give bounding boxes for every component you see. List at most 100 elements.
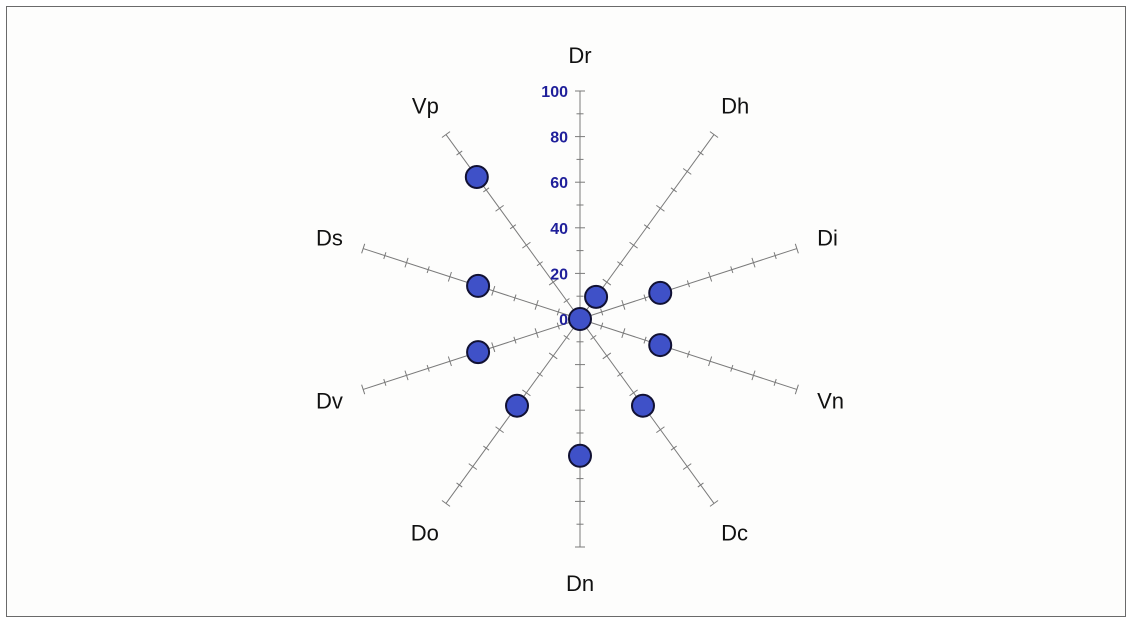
tick-mark (361, 384, 366, 395)
tick-mark (383, 252, 387, 260)
tick-mark (643, 336, 647, 344)
tick-mark (621, 299, 626, 310)
tick-mark (383, 378, 387, 386)
tick-mark (629, 241, 638, 249)
axis-label-ds: Ds (316, 225, 343, 250)
data-point-ds (466, 273, 491, 298)
tick-mark (590, 334, 597, 340)
data-point-dr (568, 307, 592, 331)
tick-mark (709, 500, 719, 507)
axis-label-di: Di (817, 225, 838, 250)
tick-mark (447, 356, 452, 367)
axis-label-dc: Dc (721, 521, 748, 546)
tick-mark (556, 308, 560, 316)
tick-mark (794, 243, 799, 254)
tick-mark (509, 224, 517, 230)
tick-mark (656, 204, 665, 212)
tick-mark (697, 150, 704, 156)
tick-mark (534, 299, 539, 310)
data-point-dc (630, 393, 655, 418)
tick-mark (536, 371, 543, 377)
data-point-dv (466, 340, 491, 365)
tick-mark (773, 252, 777, 260)
tick-mark (682, 168, 692, 175)
axis-label-vn: Vn (817, 389, 844, 414)
axis-label-dh: Dh (721, 93, 749, 118)
tick-mark (730, 266, 734, 274)
tick-mark (708, 271, 713, 282)
data-point-dn (568, 443, 592, 468)
axis-label-dn: Dn (566, 571, 594, 596)
data-point-vn (648, 333, 673, 358)
tick-mark (495, 426, 504, 434)
tick-mark (643, 224, 651, 230)
tick-mark (548, 278, 558, 286)
tick-label-20: 20 (550, 266, 568, 283)
tick-mark (730, 364, 734, 372)
axis-labels-group: Dr Dh Di Vn Dc Dn Do Dv Ds Vp (316, 43, 844, 596)
tick-mark (468, 463, 478, 470)
tick-mark (600, 322, 604, 330)
chart-frame: Dr Dh Di Vn Dc Dn Do Dv Ds Vp 0 20 40 60 80 100 (6, 6, 1126, 617)
tick-mark (548, 352, 558, 360)
tick-mark (522, 241, 531, 249)
tick-mark (629, 389, 638, 397)
tick-mark (656, 426, 665, 434)
tick-mark (563, 334, 570, 340)
tick-mark (600, 308, 604, 316)
radar-chart: Dr Dh Di Vn Dc Dn Do Dv Ds Vp 0 20 40 60 80 100 (316, 43, 844, 596)
data-points-group (464, 164, 673, 468)
tick-mark (483, 445, 490, 451)
tick-mark (495, 204, 504, 212)
tick-label-0: 0 (559, 312, 568, 329)
tick-mark (513, 294, 517, 302)
tick-mark (456, 150, 463, 156)
tick-mark (643, 294, 647, 302)
tick-mark (751, 370, 756, 381)
tick-mark (426, 364, 430, 372)
tick-labels-group: 0 20 40 60 80 100 (541, 84, 568, 329)
tick-mark (686, 280, 690, 288)
tick-mark (617, 261, 624, 267)
tick-mark (563, 298, 570, 304)
tick-mark (794, 384, 799, 395)
tick-mark (361, 243, 366, 254)
axis-label-vp: Vp (412, 93, 439, 118)
tick-mark (536, 261, 543, 267)
tick-mark (686, 350, 690, 358)
tick-mark (426, 266, 430, 274)
tick-mark (491, 285, 496, 296)
tick-mark (456, 482, 463, 488)
tick-mark (682, 463, 692, 470)
tick-mark (491, 342, 496, 353)
axis-label-dv: Dv (316, 389, 343, 414)
tick-mark (441, 131, 451, 138)
tick-mark (670, 187, 677, 193)
data-point-vp (464, 164, 489, 189)
tick-mark (441, 500, 451, 507)
tick-mark (617, 371, 624, 377)
tick-mark (556, 322, 560, 330)
tick-label-60: 60 (550, 175, 568, 192)
tick-mark (708, 356, 713, 367)
tick-mark (404, 370, 409, 381)
tick-mark (602, 352, 612, 360)
tick-mark (522, 389, 531, 397)
axis-label-dr: Dr (568, 43, 591, 68)
tick-mark (751, 257, 756, 268)
data-point-do (505, 393, 530, 418)
tick-mark (709, 131, 719, 138)
tick-label-100: 100 (541, 84, 568, 101)
tick-mark (621, 328, 626, 339)
tick-mark (447, 271, 452, 282)
tick-mark (602, 278, 612, 286)
data-point-dh (584, 284, 609, 309)
axis-label-do: Do (411, 521, 439, 546)
tick-label-80: 80 (550, 130, 568, 147)
tick-label-40: 40 (550, 221, 568, 238)
tick-mark (534, 328, 539, 339)
tick-mark (404, 257, 409, 268)
tick-mark (670, 445, 677, 451)
tick-mark (513, 336, 517, 344)
tick-mark (773, 378, 777, 386)
